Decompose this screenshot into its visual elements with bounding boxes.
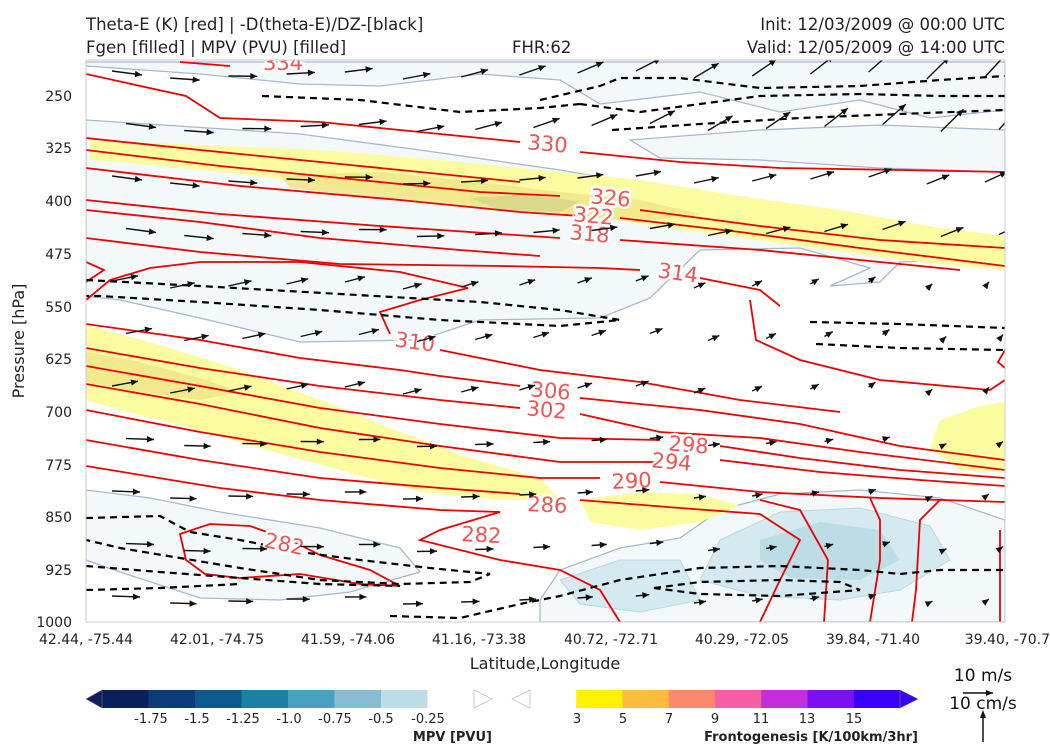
x-tick-label: 41.59, -74.06 bbox=[301, 632, 395, 648]
forecast-hour: FHR:62 bbox=[512, 38, 571, 57]
fgen-tick: 5 bbox=[619, 712, 627, 727]
mpv-tick: -1.5 bbox=[184, 712, 209, 727]
y-tick-label: 1000 bbox=[36, 615, 72, 631]
wind-reference: 10 m/s 10 cm/s bbox=[949, 666, 1017, 742]
fgen-colorbar-cell bbox=[623, 690, 670, 708]
mpv-tick: -1.0 bbox=[276, 712, 301, 727]
mpv-colorbar-cell bbox=[102, 690, 149, 708]
mpv-tick: -0.5 bbox=[368, 712, 393, 727]
wind-reference-horizontal-label: 10 m/s bbox=[954, 666, 1012, 686]
fgen-colorbar: 3 5 7 9 11 13 15 Frontogenesis [K/100km/… bbox=[512, 690, 918, 745]
mpv-colorbar-cell bbox=[335, 690, 382, 708]
contour-label-294: 294 bbox=[651, 448, 693, 475]
mpv-colorbar-cell bbox=[149, 690, 196, 708]
y-axis: 250 325 400 475 550 625 700 775 850 925 … bbox=[9, 89, 72, 631]
mpv-colorbar-cell bbox=[381, 690, 428, 708]
y-tick-label: 700 bbox=[45, 405, 72, 421]
x-tick-label: 39.40, -70.7 bbox=[965, 632, 1050, 648]
fgen-tick: 9 bbox=[711, 712, 719, 727]
mpv-colorbar: -1.75 -1.5 -1.25 -1.0 -0.75 -0.5 -0.25 M… bbox=[86, 690, 492, 745]
contour-label-282: 282 bbox=[461, 522, 502, 548]
x-tick-label: 40.29, -72.05 bbox=[695, 632, 789, 648]
wind-arrow-head bbox=[1013, 224, 1021, 230]
y-axis-label: Pressure [hPa] bbox=[9, 284, 28, 399]
mpv-tick: -0.75 bbox=[318, 712, 352, 727]
fgen-colorbar-cell bbox=[530, 690, 577, 708]
contour-label-302: 302 bbox=[526, 396, 568, 423]
fgen-colorbar-cell bbox=[715, 690, 762, 708]
fgen-colorbar-cell bbox=[854, 690, 901, 708]
contour-label-318: 318 bbox=[569, 220, 611, 247]
mpv-colorbar-cell bbox=[242, 690, 289, 708]
title-line1: Theta-E (K) [red] | -D(theta-E)/DZ-[blac… bbox=[85, 15, 423, 34]
fgen-colorbar-upper-arrow bbox=[900, 690, 918, 708]
y-tick-label: 475 bbox=[45, 247, 72, 263]
mpv-colorbar-cells bbox=[102, 690, 475, 708]
mpv-colorbar-cell bbox=[428, 690, 475, 708]
valid-time: Valid: 12/05/2009 @ 14:00 UTC bbox=[747, 38, 1005, 57]
fgen-colorbar-cell bbox=[808, 690, 855, 708]
x-tick-label: 42.01, -74.75 bbox=[170, 632, 264, 648]
y-tick-label: 550 bbox=[45, 300, 72, 316]
fgen-colorbar-cell bbox=[669, 690, 716, 708]
contour-label-330: 330 bbox=[527, 130, 569, 157]
fgen-colorbar-cell bbox=[761, 690, 808, 708]
fgen-colorbar-cell bbox=[576, 690, 623, 708]
fgen-tick: 7 bbox=[665, 712, 673, 727]
x-tick-label: 39.84, -71.40 bbox=[826, 632, 920, 648]
y-tick-label: 250 bbox=[45, 89, 72, 105]
y-tick-label: 400 bbox=[45, 194, 72, 210]
fgen-tick: 13 bbox=[799, 712, 816, 727]
y-tick-label: 775 bbox=[45, 458, 72, 474]
y-tick-label: 925 bbox=[45, 563, 72, 579]
fgen-colorbar-title: Frontogenesis [K/100km/3hr] bbox=[704, 730, 918, 745]
x-axis: 42.44, -75.44 42.01, -74.75 41.59, -74.0… bbox=[39, 632, 1050, 673]
fgen-tick: 15 bbox=[846, 712, 863, 727]
mpv-tick: -1.25 bbox=[226, 712, 260, 727]
wind-arrow-head bbox=[1014, 106, 1021, 113]
init-time: Init: 12/03/2009 @ 00:00 UTC bbox=[760, 15, 1005, 34]
x-tick-label: 40.72, -72.71 bbox=[564, 632, 658, 648]
mpv-colorbar-title: MPV [PVU] bbox=[413, 730, 492, 745]
y-tick-label: 625 bbox=[45, 352, 72, 368]
fgen-colorbar-lower-arrow bbox=[512, 690, 530, 708]
mpv-colorbar-upper-arrow bbox=[474, 690, 492, 708]
y-tick-label: 325 bbox=[45, 141, 72, 157]
fgen-tick: 3 bbox=[573, 712, 581, 727]
mpv-tick: -0.25 bbox=[411, 712, 445, 727]
x-tick-label: 42.44, -75.44 bbox=[39, 632, 133, 648]
fgen-tick: 11 bbox=[753, 712, 770, 727]
x-tick-label: 41.16, -73.38 bbox=[432, 632, 526, 648]
plot-area: 334 330 326 322 318 314 310 306 302 298 … bbox=[86, 51, 1021, 622]
mpv-colorbar-lower-arrow bbox=[86, 690, 102, 708]
title-line2: Fgen [filled] | MPV (PVU) [filled] bbox=[86, 38, 346, 57]
x-axis-label: Latitude,Longitude bbox=[470, 654, 621, 673]
mpv-tick: -1.75 bbox=[134, 712, 168, 727]
y-tick-label: 850 bbox=[45, 510, 72, 526]
contour-label-286: 286 bbox=[527, 492, 568, 518]
mpv-colorbar-cell bbox=[288, 690, 335, 708]
fgen-colorbar-cells bbox=[530, 690, 901, 708]
mpv-colorbar-cell bbox=[195, 690, 242, 708]
